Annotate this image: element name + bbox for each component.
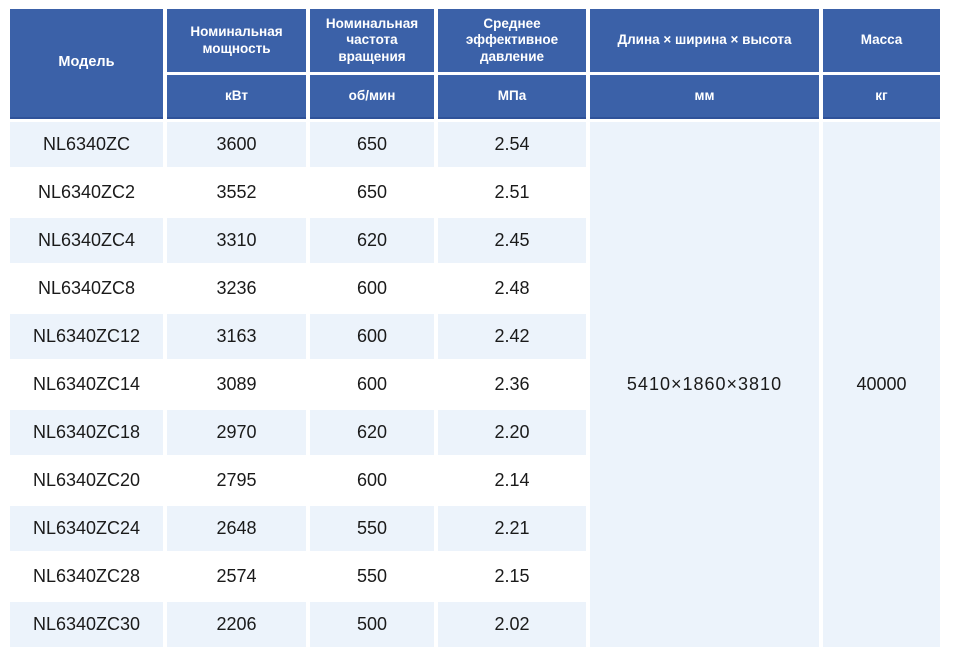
header-title-row: Модель Номинальная мощность Номинальная … [10, 9, 940, 119]
model-cell: NL6340ZC12 [10, 314, 163, 359]
table-row: NL6340ZC30 2206 500 2.02 [10, 602, 940, 647]
model-cell: NL6340ZC28 [10, 554, 163, 599]
engine-spec-table: Модель Номинальная мощность Номинальная … [6, 6, 944, 650]
speed-cell: 550 [310, 554, 434, 599]
table-row: NL6340ZC4 3310 620 2.45 [10, 218, 940, 263]
header-mean-effective-pressure: Среднее эффективное давление [438, 9, 586, 72]
model-cell: NL6340ZC20 [10, 458, 163, 503]
power-cell: 3236 [167, 266, 306, 311]
pressure-cell: 2.15 [438, 554, 586, 599]
table-row: NL6340ZC28 2574 550 2.15 [10, 554, 940, 599]
unit-mass: кг [823, 75, 940, 119]
table-row: NL6340ZC20 2795 600 2.14 [10, 458, 940, 503]
power-cell: 3089 [167, 362, 306, 407]
pressure-cell: 2.51 [438, 170, 586, 215]
unit-power: кВт [167, 75, 306, 119]
dimensions-cell: 5410×1860×3810 [590, 122, 819, 647]
model-cell: NL6340ZC [10, 122, 163, 167]
table-body: NL6340ZC 3600 650 2.54 5410×1860×3810 40… [10, 122, 940, 647]
speed-cell: 620 [310, 410, 434, 455]
model-cell: NL6340ZC14 [10, 362, 163, 407]
model-cell: NL6340ZC8 [10, 266, 163, 311]
speed-cell: 500 [310, 602, 434, 647]
pressure-cell: 2.36 [438, 362, 586, 407]
speed-cell: 650 [310, 122, 434, 167]
header-units-row: кВт об/мин МПа мм кг [10, 75, 940, 119]
unit-pressure: МПа [438, 75, 586, 119]
table-row: NL6340ZC 3600 650 2.54 5410×1860×3810 40… [10, 122, 940, 647]
unit-speed: об/мин [310, 75, 434, 119]
pressure-cell: 2.42 [438, 314, 586, 359]
power-cell: 3552 [167, 170, 306, 215]
header-dimensions: Длина × ширина × высота [590, 9, 819, 72]
header-model: Модель [10, 9, 163, 119]
table-row: NL6340ZC18 2970 620 2.20 [10, 410, 940, 455]
pressure-cell: 2.20 [438, 410, 586, 455]
pressure-cell: 2.14 [438, 458, 586, 503]
power-cell: 2648 [167, 506, 306, 551]
unit-dimensions: мм [590, 75, 819, 119]
speed-cell: 600 [310, 314, 434, 359]
power-cell: 2970 [167, 410, 306, 455]
model-cell: NL6340ZC24 [10, 506, 163, 551]
model-cell: NL6340ZC18 [10, 410, 163, 455]
model-cell: NL6340ZC4 [10, 218, 163, 263]
pressure-cell: 2.54 [438, 122, 586, 167]
speed-cell: 600 [310, 362, 434, 407]
table-row: NL6340ZC12 3163 600 2.42 [10, 314, 940, 359]
power-cell: 3600 [167, 122, 306, 167]
header-mass: Масса [823, 9, 940, 72]
speed-cell: 600 [310, 458, 434, 503]
power-cell: 2574 [167, 554, 306, 599]
power-cell: 2795 [167, 458, 306, 503]
speed-cell: 600 [310, 266, 434, 311]
table-row: NL6340ZC8 3236 600 2.48 [10, 266, 940, 311]
power-cell: 3310 [167, 218, 306, 263]
table-row: NL6340ZC14 3089 600 2.36 [10, 362, 940, 407]
speed-cell: 620 [310, 218, 434, 263]
pressure-cell: 2.02 [438, 602, 586, 647]
speed-cell: 550 [310, 506, 434, 551]
speed-cell: 650 [310, 170, 434, 215]
mass-cell: 40000 [823, 122, 940, 647]
table-row: NL6340ZC2 3552 650 2.51 [10, 170, 940, 215]
pressure-cell: 2.48 [438, 266, 586, 311]
header-nominal-power: Номинальная мощность [167, 9, 306, 72]
model-cell: NL6340ZC30 [10, 602, 163, 647]
pressure-cell: 2.45 [438, 218, 586, 263]
power-cell: 3163 [167, 314, 306, 359]
model-cell: NL6340ZC2 [10, 170, 163, 215]
power-cell: 2206 [167, 602, 306, 647]
table-header: Модель Номинальная мощность Номинальная … [10, 9, 940, 119]
table-row: NL6340ZC24 2648 550 2.21 [10, 506, 940, 551]
header-nominal-speed: Номинальная частота вращения [310, 9, 434, 72]
pressure-cell: 2.21 [438, 506, 586, 551]
